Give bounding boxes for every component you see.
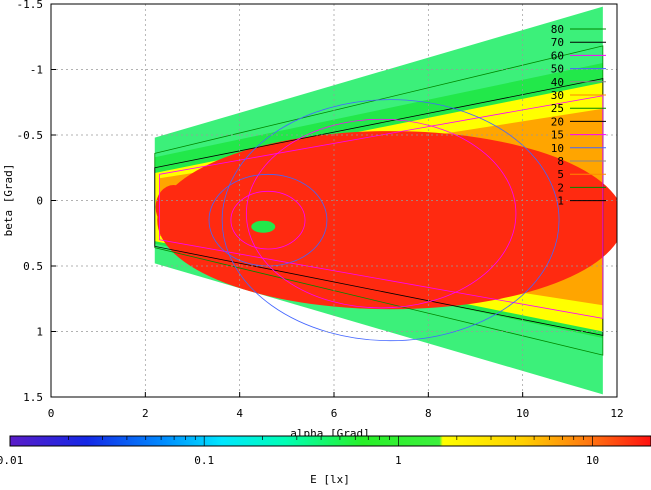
contour-legend-label: 10 [551, 142, 564, 155]
contour-line [159, 95, 604, 319]
y-tick-label: 0 [36, 195, 43, 208]
x-tick-label: 10 [516, 407, 529, 420]
y-axis-label: beta [Grad] [2, 164, 15, 237]
contour-legend-label: 70 [551, 36, 564, 49]
x-tick-label: 0 [48, 407, 55, 420]
contour-ring [230, 190, 306, 250]
colorbar-ticks: 0.01 0.1 1 10 [0, 436, 651, 467]
colorbar-tick-label: 1 [395, 454, 402, 467]
contour-legend-label: 5 [557, 168, 564, 181]
colorbar [9, 435, 651, 447]
y-tick-label: 1.5 [23, 391, 43, 404]
field-core-left [155, 185, 192, 230]
contour-legend-label: 2 [557, 181, 564, 194]
x-tick-label: 12 [610, 407, 623, 420]
contour-legend-label: 40 [551, 76, 564, 89]
contour-legend-label: 1 [557, 195, 564, 208]
contour-legend-label: 30 [551, 89, 564, 102]
colorbar-label: E [lx] [310, 473, 350, 486]
contour-legend-label: 8 [557, 155, 564, 168]
contour-legend-label: 25 [551, 102, 564, 115]
x-tick-label: 6 [331, 407, 338, 420]
contour-ring [221, 99, 560, 342]
colorbar-tick-label: 10 [586, 454, 599, 467]
x-tick-label: 4 [236, 407, 243, 420]
y-tick-label: 0.5 [23, 260, 43, 273]
contour-legend-label: 20 [551, 115, 564, 128]
contour-legend-label: 60 [551, 49, 564, 62]
y-tick-label: -1 [30, 64, 43, 77]
contour-legend-label: 80 [551, 23, 564, 36]
y-axis: -1.5 -1 -0.5 0 0.5 1 1.5 [17, 0, 56, 404]
illuminance-field [154, 6, 617, 395]
y-tick-label: 1 [36, 326, 43, 339]
y-tick-label: -1.5 [17, 0, 44, 11]
x-tick-label: 2 [142, 407, 149, 420]
contour-legend-label: 15 [551, 129, 564, 142]
x-tick-label: 8 [425, 407, 432, 420]
contour-legend-label: 50 [551, 63, 564, 76]
grid [51, 4, 617, 397]
y-tick-label: -0.5 [17, 129, 44, 142]
peak-marker [251, 220, 276, 233]
field-core [157, 131, 617, 310]
colorbar-tick-label: 0.1 [194, 454, 214, 467]
colorbar-tick-label: 0.01 [0, 454, 23, 467]
contour-ring [246, 118, 517, 309]
x-axis: 0 2 4 6 8 10 12 [48, 392, 624, 420]
